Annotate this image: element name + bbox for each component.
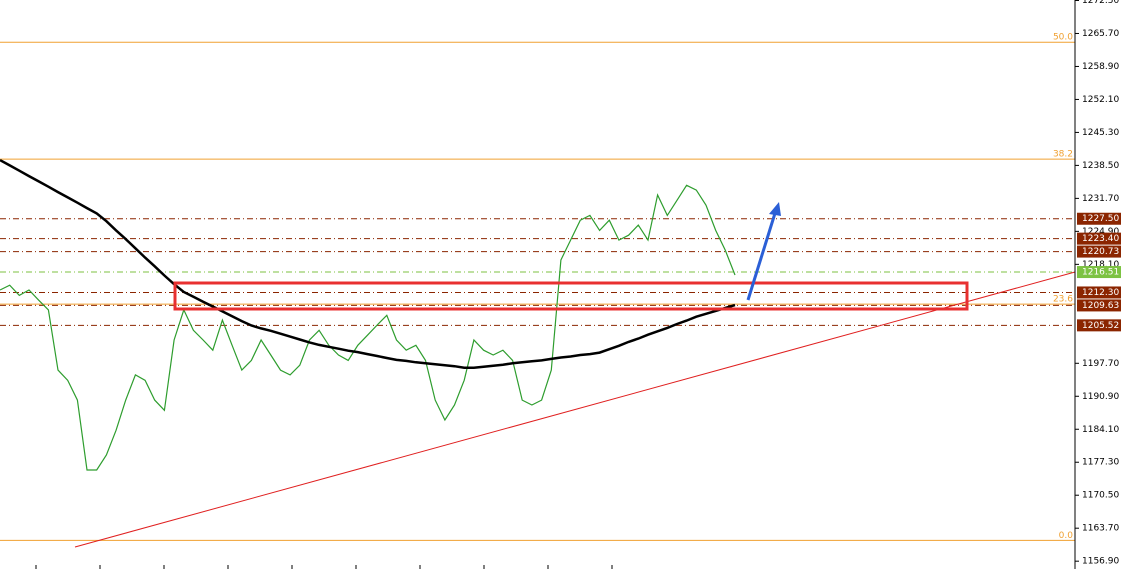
y-tick-label: 1265.70 [1082, 29, 1119, 39]
level-label: 1212.30 [1082, 288, 1119, 298]
fib-label: 38.2 [1053, 150, 1073, 160]
level-label: 1227.50 [1082, 214, 1119, 224]
y-tick-label: 1197.70 [1082, 359, 1119, 369]
level-label: 1223.40 [1082, 234, 1119, 244]
trend-line [74, 271, 1076, 548]
y-tick-label: 1252.10 [1082, 95, 1119, 105]
y-tick-label: 1238.50 [1082, 161, 1119, 171]
level-label: 1216.51 [1082, 268, 1119, 278]
y-tick-label: 1272.50 [1082, 0, 1119, 6]
level-tag [1077, 319, 1121, 332]
series-line [0, 159, 736, 369]
level-tag [1077, 245, 1121, 258]
level-label: 1220.73 [1082, 247, 1119, 257]
arrow-shaft [746, 209, 778, 301]
level-tag [1077, 212, 1121, 225]
level-tag [1077, 232, 1121, 245]
y-tick-label: 1258.90 [1082, 62, 1119, 72]
y-tick-label: 1218.10 [1082, 260, 1119, 270]
y-tick-label: 1177.30 [1082, 458, 1119, 468]
arrow-head [769, 202, 781, 216]
highlight-box [173, 281, 969, 311]
y-tick-label: 1184.10 [1082, 425, 1119, 435]
y-tick-label: 1224.90 [1082, 227, 1119, 237]
level-tag [1077, 286, 1121, 299]
fib-label: 50.0 [1053, 33, 1073, 43]
y-tick-label: 1231.70 [1082, 194, 1119, 204]
y-tick-label: 1245.30 [1082, 128, 1119, 138]
y-tick-label: 1163.70 [1082, 524, 1119, 534]
y-tick-label: 1156.90 [1082, 557, 1119, 567]
level-label: 1209.63 [1082, 301, 1119, 311]
y-tick-label: 1190.90 [1082, 392, 1119, 402]
level-label: 1205.52 [1082, 321, 1119, 331]
fib-label: 23.6 [1053, 295, 1073, 305]
level-tag [1077, 299, 1121, 312]
series-line [0, 184, 736, 471]
y-tick-label: 1170.50 [1082, 491, 1119, 501]
fib-label: 0.0 [1059, 531, 1074, 541]
level-tag [1077, 266, 1121, 279]
